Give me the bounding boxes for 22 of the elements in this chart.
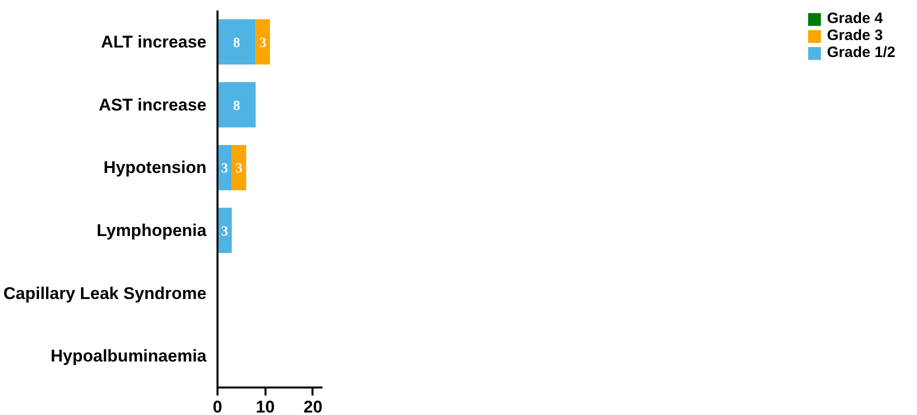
legend-label: Grade 3 [827, 27, 884, 44]
legend-label: Grade 4 [827, 10, 884, 27]
data-label: 3 [221, 162, 228, 177]
bar [232, 144, 246, 190]
y-tick-label: Lymphopenia [96, 220, 208, 240]
y-tick-label: Hypotension [104, 158, 207, 178]
x-tick-label: 10 [256, 398, 275, 415]
bar [218, 19, 256, 65]
data-label: 3 [221, 224, 228, 240]
data-label: 8 [233, 36, 240, 51]
data-label: 3 [235, 162, 242, 177]
y-tick-label: ALT increase [100, 32, 207, 52]
data-label: 8 [233, 98, 240, 114]
bar [218, 82, 256, 128]
x-tick-label: 20 [304, 398, 322, 415]
y-tick-label: Capillary Leak Syndrome [3, 284, 207, 303]
bar [256, 19, 270, 65]
legend-label: Grade 1/2 [827, 44, 896, 61]
x-tick-label: 0 [212, 398, 222, 415]
y-tick-label: Hypoalbuminaemia [50, 346, 208, 366]
data-label: 3 [259, 36, 266, 51]
y-tick-label: AST increase [98, 95, 207, 114]
